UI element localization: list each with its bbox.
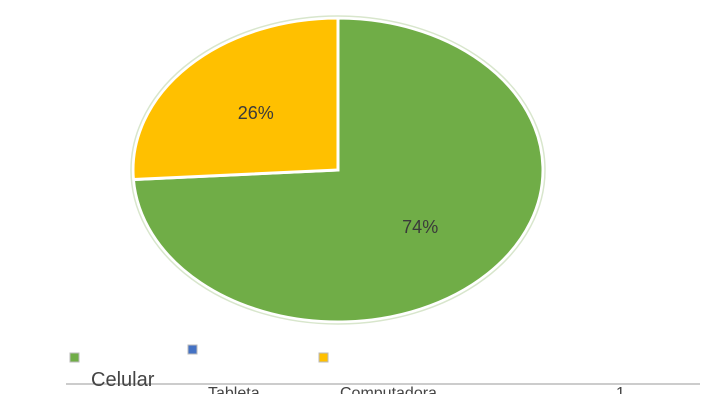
legend-label-celular: Celular [91, 369, 155, 391]
legend-marker-celular [69, 352, 80, 363]
pie-outline [130, 15, 546, 325]
legend-item-tableta: Tableta [187, 344, 260, 394]
data-label-celular: 74% [402, 217, 438, 237]
legend-label-tableta: Tableta [208, 385, 260, 394]
legend-marker-tableta [187, 344, 198, 355]
pie-slice-computadora [131, 16, 340, 182]
legend: Celular Tableta Computadora 1 [69, 344, 625, 394]
data-label-computadora: 26% [238, 103, 274, 123]
legend-marker-computadora [318, 352, 329, 363]
pie-slices [130, 15, 546, 325]
legend-trailing-text: 1 [616, 385, 625, 394]
pie-slice-labels: 74% 26% [238, 103, 438, 237]
legend-label-computadora: Computadora [340, 385, 437, 394]
legend-item-computadora: Computadora [318, 352, 437, 394]
legend-item-celular: Celular [69, 352, 155, 391]
